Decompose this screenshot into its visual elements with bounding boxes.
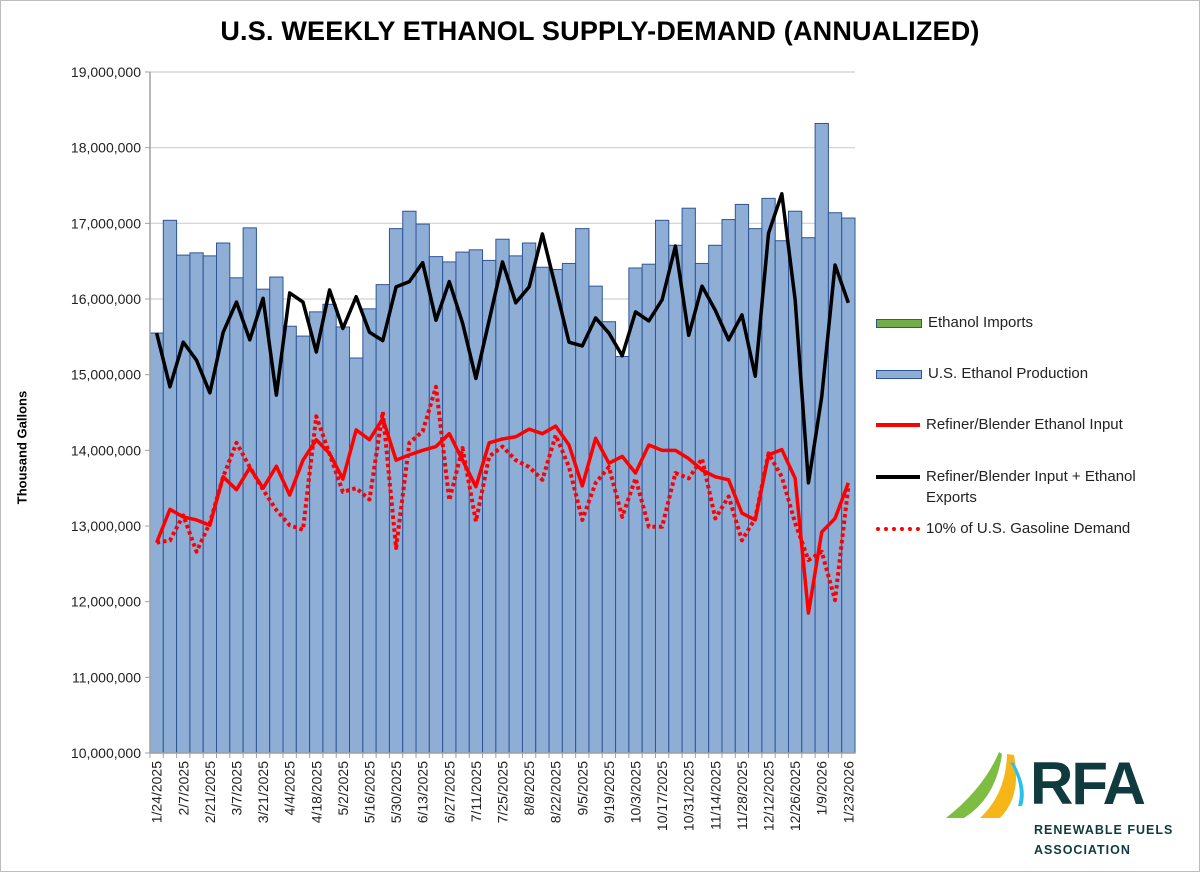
bar-production	[242, 227, 257, 754]
x-tick-label: 10/3/2025	[628, 761, 644, 823]
bar-production	[521, 242, 537, 754]
bar-production	[601, 321, 617, 754]
x-tick-label: 12/12/2025	[761, 761, 777, 831]
bar-production	[442, 261, 457, 754]
y-tick-label: 17,000,000	[71, 215, 141, 231]
x-tick-label: 5/16/2025	[361, 761, 377, 823]
x-tick-label: 10/17/2025	[654, 761, 670, 831]
bar-production	[694, 262, 710, 754]
logo-green-stripe	[946, 752, 1002, 818]
legend-swatch-refiner-input	[876, 423, 920, 427]
x-tick-label: 6/27/2025	[441, 761, 457, 823]
bar-production	[641, 263, 656, 754]
bar-production	[282, 325, 297, 754]
y-tick-label: 18,000,000	[71, 140, 141, 156]
bar-production	[322, 303, 337, 754]
x-tick-label: 6/13/2025	[415, 761, 431, 823]
y-tick-label: 10,000,000	[71, 745, 141, 761]
legend-item-input-plus-exports: Refiner/Blender Input + Ethanol Exports	[876, 466, 1176, 508]
x-tick-label: 11/14/2025	[707, 761, 723, 830]
x-tick-label: 2/7/2025	[175, 761, 191, 816]
legend-label: 10% of U.S. Gasoline Demand	[926, 520, 1131, 537]
bar-production	[309, 311, 324, 754]
logo-subtitle-line1: RENEWABLE FUELS	[1034, 823, 1173, 837]
x-tick-label: 1/23/2026	[840, 761, 856, 823]
bar-production	[508, 255, 523, 754]
x-tick-label: 1/24/2025	[149, 761, 165, 823]
bar-production	[615, 356, 630, 754]
bar-production	[349, 357, 364, 754]
bar-production	[548, 268, 563, 754]
x-tick-label: 4/4/2025	[282, 761, 298, 816]
x-tick-label: 3/21/2025	[255, 761, 271, 823]
legend-swatch-gasoline-demand	[876, 527, 920, 531]
legend-label: Refiner/Blender Input + Ethanol Exports	[926, 468, 1136, 506]
legend-item-production: U.S. Ethanol Production	[876, 363, 1088, 384]
legend-swatch-production	[876, 370, 922, 379]
y-tick-label: 13,000,000	[71, 518, 141, 534]
bar-production	[229, 277, 244, 754]
legend-item-refiner-input: Refiner/Blender Ethanol Input	[876, 414, 1123, 435]
legend-swatch-imports	[876, 319, 922, 328]
legend-label: U.S. Ethanol Production	[928, 365, 1089, 382]
bar-production	[681, 207, 696, 754]
legend-label: Ethanol Imports	[928, 314, 1034, 331]
logo-yellow-stripe	[980, 754, 1017, 818]
y-tick-label: 19,000,000	[71, 64, 141, 80]
bar-production	[588, 285, 603, 754]
legend-label: Refiner/Blender Ethanol Input	[926, 416, 1123, 433]
bar-production	[668, 244, 683, 754]
bar-production	[535, 266, 550, 754]
x-tick-label: 5/2/2025	[335, 761, 351, 816]
x-tick-label: 8/8/2025	[521, 761, 537, 816]
x-tick-label: 9/5/2025	[574, 761, 590, 816]
bar-production	[176, 254, 191, 754]
x-tick-label: 10/31/2025	[681, 761, 697, 831]
bar-production	[255, 288, 271, 754]
bar-production	[162, 219, 178, 754]
x-tick-label: 12/26/2025	[787, 761, 803, 831]
bar-production	[575, 228, 590, 754]
bar-production	[189, 252, 204, 754]
y-tick-label: 12,000,000	[71, 594, 141, 610]
bar-production	[295, 335, 311, 754]
x-tick-label: 2/21/2025	[202, 761, 218, 823]
y-tick-label: 15,000,000	[71, 367, 141, 383]
x-tick-label: 3/7/2025	[228, 761, 244, 816]
legend-item-imports: Ethanol Imports	[876, 312, 1033, 333]
legend-item-gasoline-demand: 10% of U.S. Gasoline Demand	[876, 518, 1130, 539]
bar-production	[149, 332, 164, 754]
rfa-logo: RFA RENEWABLE FUELS ASSOCIATION	[946, 750, 1173, 857]
x-tick-label: 8/22/2025	[548, 761, 564, 823]
bar-production	[428, 256, 444, 754]
bar-production	[335, 326, 351, 754]
legend-swatch-input-plus-exports	[876, 475, 920, 479]
x-tick-label: 9/19/2025	[601, 761, 617, 823]
bar-production	[362, 308, 377, 754]
logo-blue-stripe	[1010, 762, 1024, 806]
y-tick-label: 16,000,000	[71, 291, 141, 307]
x-tick-label: 11/28/2025	[734, 761, 750, 830]
x-tick-label: 5/30/2025	[388, 761, 404, 823]
x-tick-label: 1/9/2026	[814, 761, 830, 816]
bar-production	[801, 237, 816, 754]
bar-production	[495, 238, 510, 754]
bar-production	[774, 240, 789, 754]
logo-wordmark: RFA	[1030, 750, 1145, 817]
bar-production	[375, 284, 390, 754]
bar-production	[734, 203, 750, 754]
x-tick-label: 7/25/2025	[495, 761, 511, 823]
bar-production	[415, 223, 430, 754]
y-tick-label: 11,000,000	[72, 669, 141, 685]
chart-title: U.S. WEEKLY ETHANOL SUPPLY-DEMAND (ANNUA…	[220, 16, 980, 46]
y-tick-label: 14,000,000	[71, 442, 141, 458]
x-tick-label: 7/11/2025	[468, 761, 484, 822]
logo-subtitle-line2: ASSOCIATION	[1034, 843, 1131, 857]
bar-production	[628, 267, 643, 754]
bar-production	[721, 219, 736, 754]
x-tick-label: 4/18/2025	[308, 761, 324, 823]
